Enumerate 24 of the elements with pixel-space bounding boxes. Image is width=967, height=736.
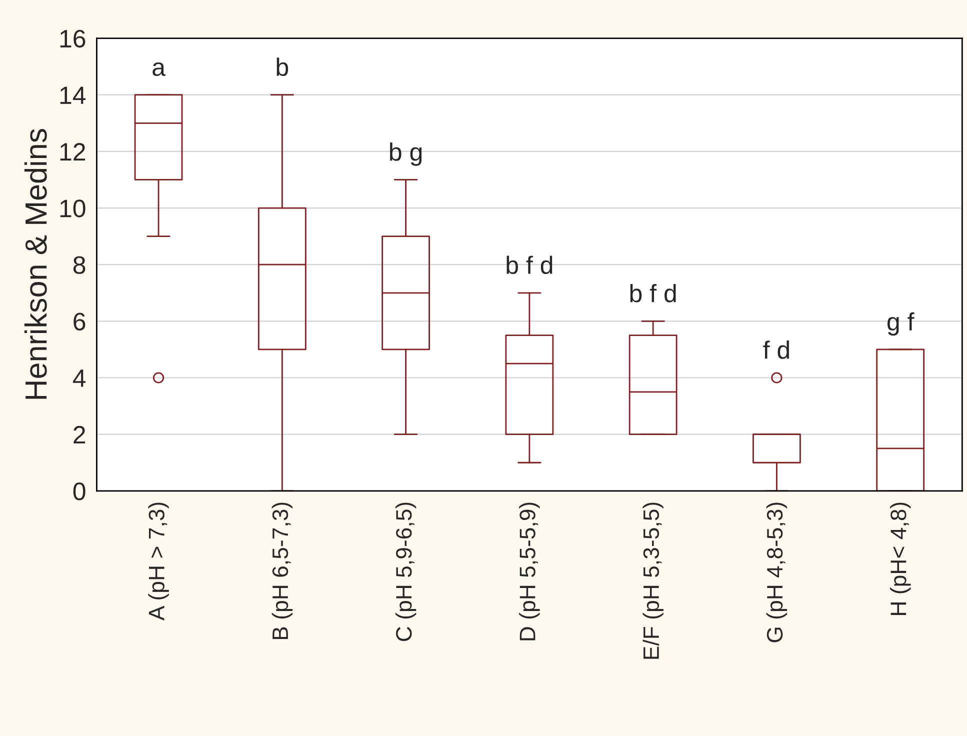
y-tick-label: 8 xyxy=(73,256,86,274)
x-tick-label: H (pH< 4,8) xyxy=(890,502,911,615)
x-tick-label: C (pH 5,9-6,5) xyxy=(395,502,416,641)
x-tick-label: G (pH 4,8-5,3) xyxy=(766,502,788,642)
annotation: f d xyxy=(763,340,789,359)
x-tick-label: B (pH 6,5-7,3) xyxy=(272,502,293,640)
y-tick-label: 2 xyxy=(74,426,86,444)
y-tick-label: 6 xyxy=(74,312,86,330)
x-tick-label: E/F (pH 5,3-5,5) xyxy=(642,502,664,659)
annotation: b xyxy=(276,58,288,76)
annotation: b f d xyxy=(506,256,552,274)
y-tick-label: 12 xyxy=(60,143,86,160)
y-tick-label: 0 xyxy=(73,482,86,500)
annotation: b g xyxy=(390,142,422,166)
y-axis-title: Henrikson & Medins xyxy=(24,128,47,399)
y-tick-label: 4 xyxy=(72,370,86,387)
y-tick-label: 16 xyxy=(60,30,86,48)
annotation: a xyxy=(152,62,166,76)
annotation: b f d xyxy=(630,284,676,302)
annotation: g f xyxy=(888,312,914,336)
y-tick-label: 10 xyxy=(60,200,86,218)
x-tick-label: A (pH > 7,3) xyxy=(148,502,169,620)
x-tick-label: D (pH 5,5-5,9) xyxy=(519,502,540,640)
y-tick-label: 14 xyxy=(60,86,86,104)
